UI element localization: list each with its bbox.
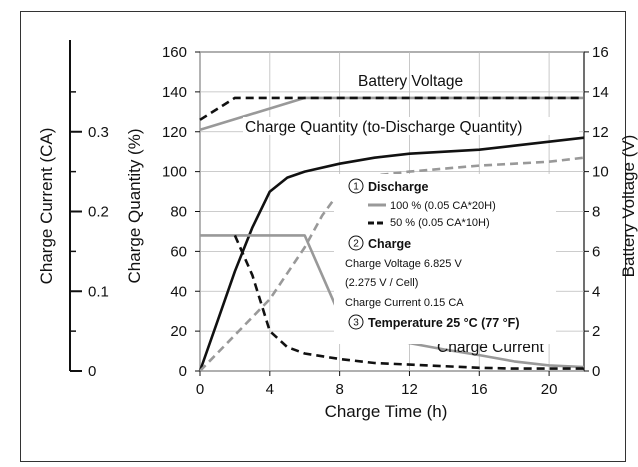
legend: 1 Discharge 100 % (0.05 CA*20H) 50 % (0.… — [334, 174, 556, 344]
x-tick-label: 0 — [196, 381, 204, 398]
quantity-annotation-bg — [243, 117, 579, 135]
charge-heading: Charge — [368, 237, 411, 251]
figure-border — [20, 11, 626, 462]
temperature-number: 3 — [353, 318, 359, 329]
quantity-tick-label: 120 — [162, 124, 187, 141]
charge-number-circle — [348, 235, 364, 251]
legend-bg — [334, 174, 556, 344]
legend-item-100: 100 % (0.05 CA*20H) — [390, 200, 496, 212]
voltage-tick-label: 14 — [592, 84, 609, 101]
quantity-tick-label: 60 — [170, 243, 187, 260]
quantity-tick-label: 160 — [162, 44, 187, 61]
discharge-number-circle — [348, 178, 364, 194]
voltage-tick-label: 12 — [592, 124, 609, 141]
voltage-tick-label: 8 — [592, 204, 600, 221]
voltage-axis-title: Battery Voltage (V) — [619, 135, 638, 278]
current-axis-ticks: 0 0.1 0.2 0.3 — [70, 91, 109, 380]
per-cell-text: (2.275 V / Cell) — [345, 277, 418, 289]
voltage-tick-label: 6 — [592, 243, 600, 260]
quantity-axis-title: Charge Quantity (%) — [125, 129, 144, 284]
voltage-tick-label: 2 — [592, 323, 600, 340]
voltage-tick-label: 0 — [592, 363, 600, 380]
charge-number: 2 — [353, 239, 359, 250]
x-tick-label: 20 — [541, 381, 558, 398]
discharge-number: 1 — [353, 182, 359, 193]
temperature-number-circle — [348, 314, 364, 330]
series-line-voltage-50 — [199, 96, 584, 121]
series-line-current-50 — [233, 234, 584, 370]
x-tick-label: 8 — [335, 381, 343, 398]
current-tick-label: 0.1 — [88, 283, 109, 300]
temperature-text: Temperature 25 °C (77 °F) — [368, 316, 519, 330]
x-tick-label: 4 — [266, 381, 274, 398]
legend-item-50: 50 % (0.05 CA*10H) — [390, 217, 490, 229]
quantity-axis-ticks: 0 20 40 60 80 100 120 140 160 — [162, 44, 200, 380]
charge-voltage-text: Charge Voltage 6.825 V — [345, 258, 462, 270]
battery-voltage-annotation: Battery Voltage — [358, 73, 463, 90]
quantity-tick-label: 140 — [162, 84, 187, 101]
current-tick-label: 0 — [88, 363, 96, 380]
quantity-tick-label: 20 — [170, 323, 187, 340]
voltage-tick-label: 16 — [592, 44, 609, 61]
x-axis-title: Charge Time (h) — [325, 402, 448, 421]
voltage-tick-label: 10 — [592, 164, 609, 181]
x-tick-label: 16 — [471, 381, 488, 398]
quantity-tick-label: 40 — [170, 283, 187, 300]
voltage-tick-label: 4 — [592, 283, 600, 300]
series-line-quantity-100 — [198, 136, 585, 372]
x-tick-label: 12 — [401, 381, 418, 398]
x-axis-ticks: 0 4 8 12 16 20 — [196, 371, 558, 398]
charge-current-text: Charge Current 0.15 CA — [345, 297, 464, 309]
charge-quantity-annotation: Charge Quantity (to-Discharge Quantity) — [245, 119, 522, 136]
voltage-axis-ticks: 0 2 4 6 8 10 12 14 16 — [584, 44, 609, 380]
quantity-tick-label: 80 — [170, 204, 187, 221]
discharge-heading: Discharge — [368, 180, 428, 194]
current-tick-label: 0.3 — [88, 124, 109, 141]
quantity-tick-label: 0 — [179, 363, 187, 380]
current-axis-title: Charge Current (CA) — [37, 128, 56, 285]
quantity-tick-label: 100 — [162, 164, 187, 181]
current-tick-label: 0.2 — [88, 204, 109, 221]
